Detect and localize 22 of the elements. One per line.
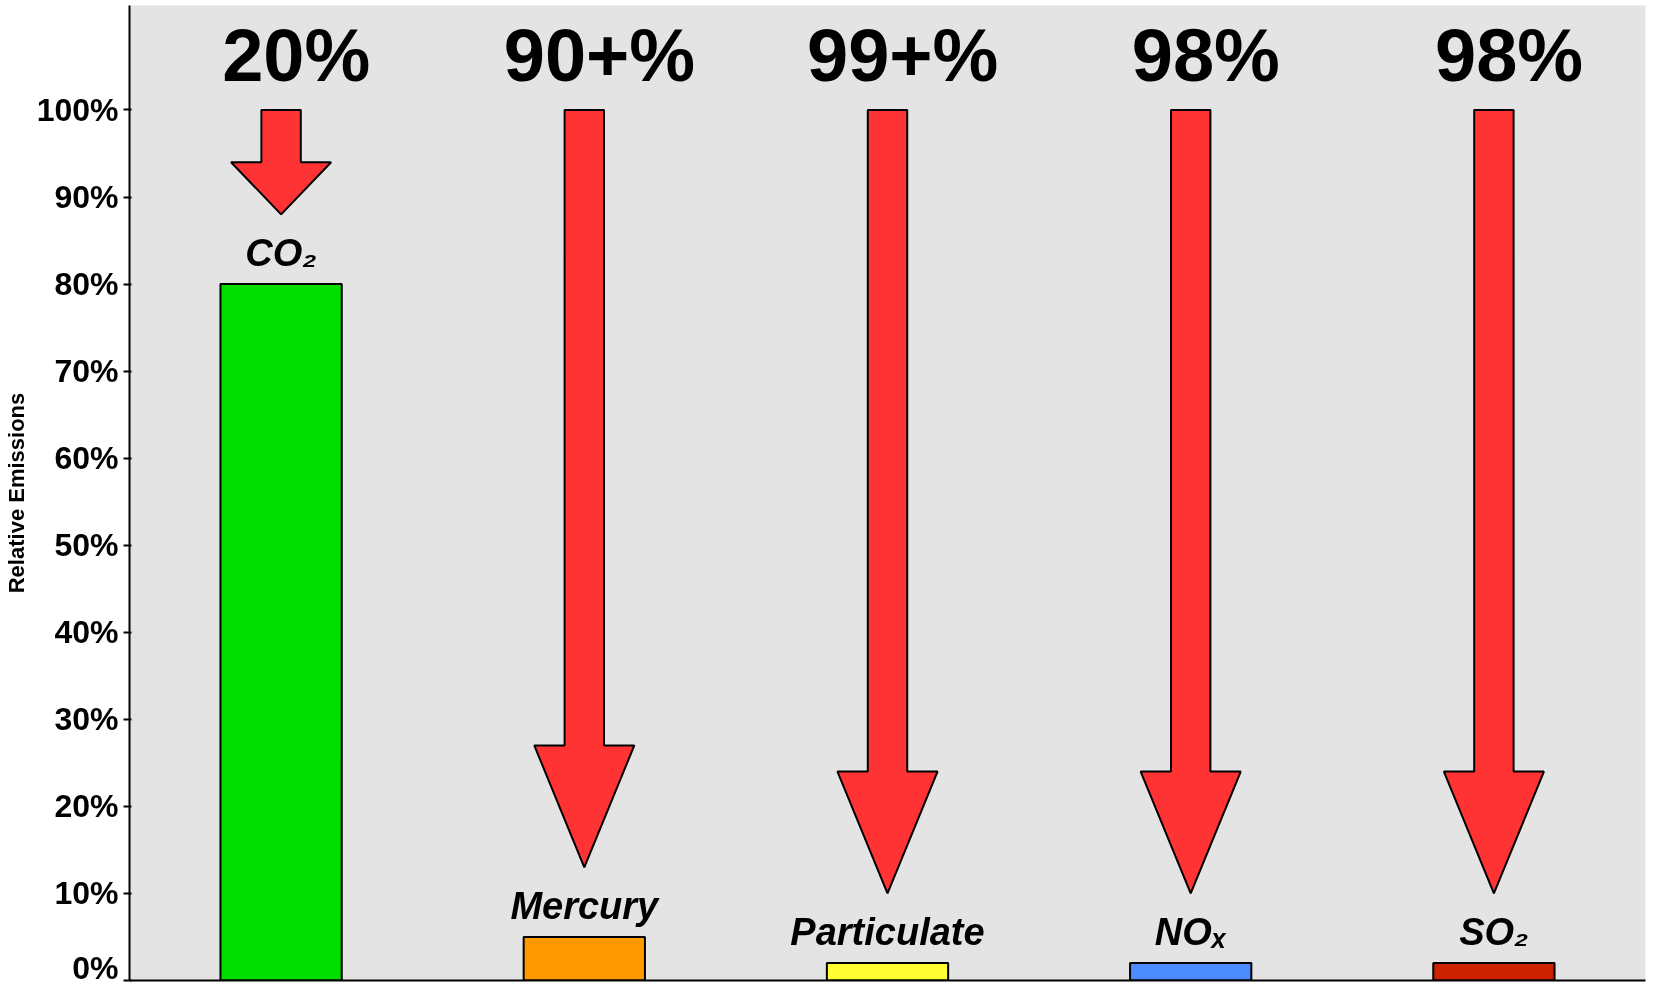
annotation: 99+% xyxy=(807,14,999,98)
y-tick-label: 20% xyxy=(54,788,119,825)
x-tick-label: Mercury xyxy=(510,884,661,927)
y-tick-label: 90% xyxy=(54,179,119,216)
y-tick-label: 100% xyxy=(36,91,119,128)
annotation: 98% xyxy=(1435,14,1584,98)
y-tick-label: 80% xyxy=(54,266,119,303)
y-axis-title: Relative Emissions xyxy=(3,392,29,594)
x-tick-label: SO₂ xyxy=(1459,910,1529,953)
y-tick-label: 40% xyxy=(54,614,119,651)
x-tick-label: NOₓ xyxy=(1154,910,1227,953)
y-tick-label: 10% xyxy=(54,875,119,912)
x-tick-label: Particulate xyxy=(790,910,985,953)
y-tick-label: 30% xyxy=(54,701,119,738)
y-tick-label: 70% xyxy=(54,353,119,390)
annotation: 20% xyxy=(222,14,371,98)
x-tick-label: CO₂ xyxy=(245,231,317,274)
y-tick-label: 0% xyxy=(72,949,119,986)
y-tick-label: 60% xyxy=(54,440,119,477)
annotation: 90+% xyxy=(503,14,696,98)
annotation: 98% xyxy=(1131,14,1280,98)
y-tick-label: 50% xyxy=(54,527,119,564)
